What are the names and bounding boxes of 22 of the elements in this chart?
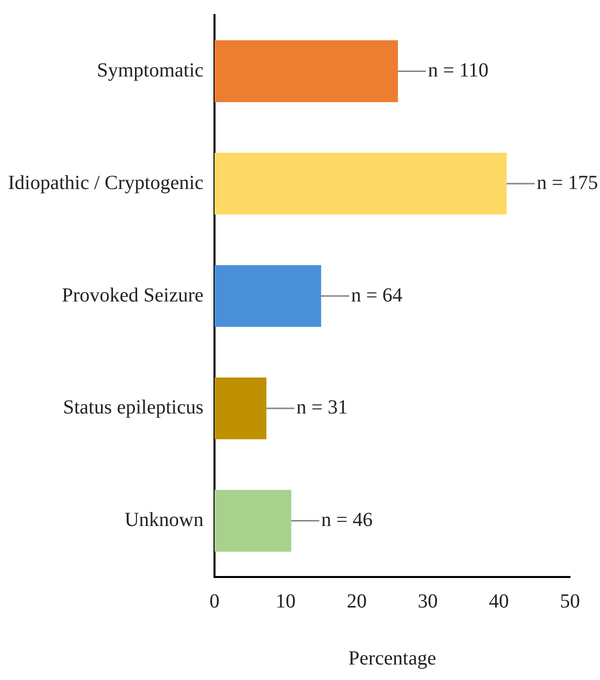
annotation: n = 175	[536, 172, 598, 194]
annotation: n = 46	[321, 509, 373, 532]
y-tick-label: Status epilepticus	[62, 396, 204, 419]
x-tick-label: 50	[560, 590, 580, 612]
x-tick-label: 30	[418, 590, 438, 612]
annotation: n = 31	[296, 396, 348, 419]
bar	[214, 152, 507, 215]
x-tick-label: 10	[276, 590, 296, 612]
annotation: n = 64	[351, 284, 402, 306]
y-tick-label: Symptomatic	[96, 59, 204, 82]
bar	[214, 490, 292, 552]
x-tick-label: 20	[346, 590, 367, 612]
x-tick-label: 0	[210, 590, 220, 612]
bar	[214, 40, 398, 102]
y-tick-label: Idiopathic / Cryptogenic	[8, 172, 204, 194]
x-tick-label: 40	[488, 590, 509, 612]
bar	[214, 265, 322, 327]
bar	[214, 377, 266, 440]
annotation: n = 110	[428, 59, 488, 82]
x-axis-title: Percentage	[348, 647, 436, 670]
y-tick-label: Provoked Seizure	[62, 284, 204, 306]
y-tick-label: Unknown	[124, 509, 204, 532]
